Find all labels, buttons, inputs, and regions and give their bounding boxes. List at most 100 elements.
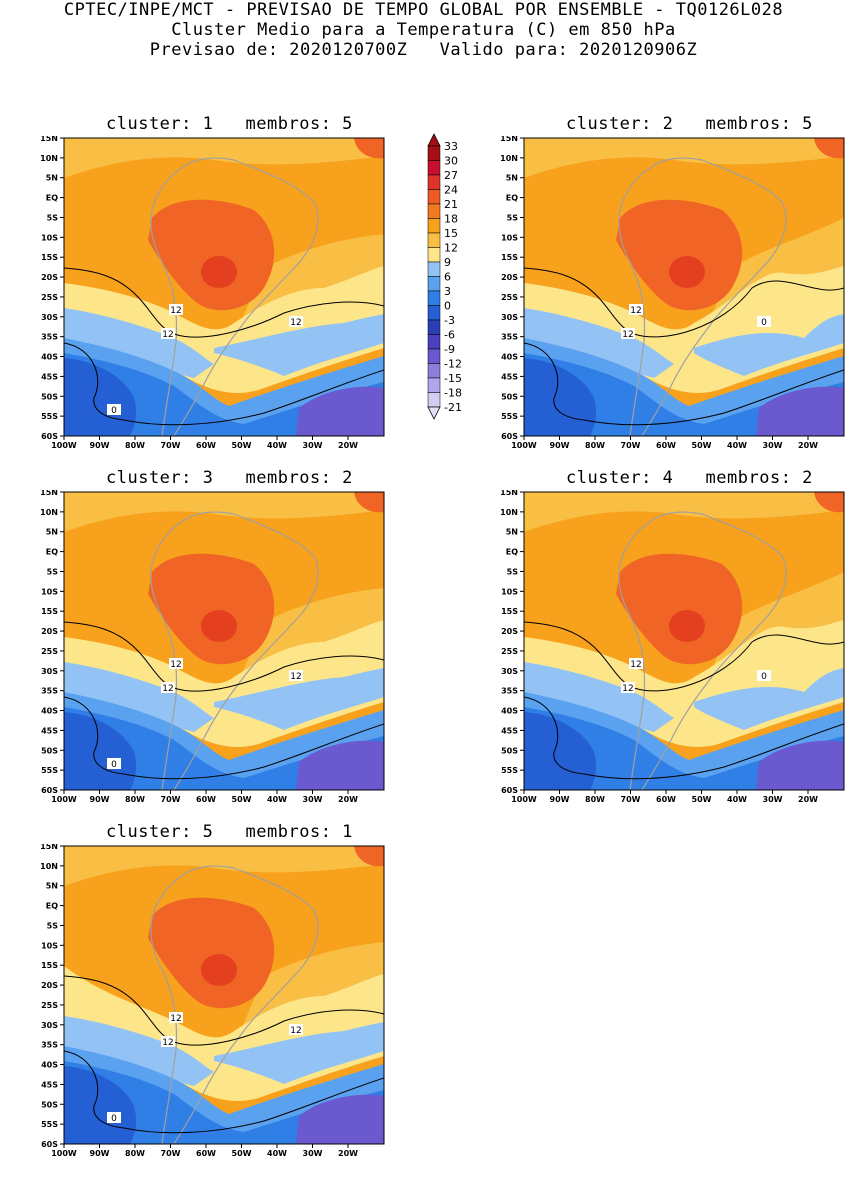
lon-label: 50W [232, 441, 252, 450]
field-red-orange [814, 492, 844, 513]
panel-title: cluster: 3 membros: 2 [106, 468, 353, 488]
svg-text:12: 12 [290, 318, 301, 328]
svg-text:12: 12 [162, 684, 173, 694]
field-deep-blue [524, 712, 597, 790]
svg-text:12: 12 [630, 660, 641, 670]
field-purple [296, 1094, 384, 1144]
contour-0 [524, 696, 844, 780]
field-red-orange [354, 492, 384, 513]
legend-label: -18 [444, 387, 462, 400]
lat-label: 40S [501, 353, 518, 362]
contour-label: 12 [169, 1012, 183, 1024]
lat-label: 5S [507, 567, 519, 576]
field-light-blue [214, 1022, 384, 1084]
contour-label: 12 [629, 304, 643, 316]
lat-label: 15S [501, 253, 518, 262]
svg-text:12: 12 [622, 330, 633, 340]
field-purple [756, 740, 844, 790]
lat-label: 60S [41, 786, 58, 795]
lat-label: 30S [41, 313, 58, 322]
contour-label: 0 [107, 758, 121, 770]
panel-title: cluster: 5 membros: 1 [106, 822, 353, 842]
lat-label: 15S [41, 607, 58, 616]
lat-label: 15N [40, 490, 58, 497]
lat-label: EQ [46, 194, 58, 203]
lat-label: 10S [41, 941, 58, 950]
legend-swatch [427, 218, 441, 234]
legend-label: 30 [444, 155, 458, 168]
plot-frame [63, 137, 385, 437]
legend-swatch [427, 232, 441, 248]
legend-label: 33 [444, 140, 458, 153]
lon-label: 90W [90, 441, 110, 450]
lon-label: 30W [303, 441, 323, 450]
lat-label: 10S [41, 233, 58, 242]
lat-label: 15S [501, 607, 518, 616]
lat-label: 50S [41, 1100, 58, 1109]
legend-swatch [427, 305, 441, 321]
legend-swatch [427, 261, 441, 277]
lat-label: 5N [46, 882, 58, 891]
lat-label: 40S [501, 707, 518, 716]
svg-text:12: 12 [162, 1038, 173, 1048]
lat-label: 5N [46, 174, 58, 183]
lat-label: 10N [40, 154, 58, 163]
field-light-blue [214, 668, 384, 730]
temperature-map: 12 12 12 0 15N 10N 5N EQ 5S 10S 15S 20S 25S 30S 35S 40S… [40, 136, 385, 450]
plot-frame [523, 137, 845, 437]
lon-label: 90W [550, 441, 570, 450]
lat-label: 25S [501, 293, 518, 302]
contour-label: 0 [107, 1112, 121, 1124]
legend-swatch [427, 348, 441, 364]
legend-swatch [427, 145, 441, 161]
lon-label: 90W [550, 795, 570, 804]
field-red-orange [148, 199, 275, 311]
contour-label: 12 [161, 1036, 175, 1048]
panel-title: cluster: 2 membros: 5 [566, 114, 813, 134]
contour-12 [64, 975, 384, 1046]
svg-text:12: 12 [170, 660, 181, 670]
lat-label: 50S [41, 392, 58, 401]
coastline [150, 157, 319, 436]
header-line-3: Previsao de: 2020120700Z Valido para: 20… [149, 40, 698, 60]
legend-label: 6 [444, 271, 451, 284]
field-hot-red [669, 256, 705, 288]
lat-label: 35S [501, 687, 518, 696]
lon-label: 80W [125, 1149, 145, 1158]
contour-label: 0 [757, 316, 771, 328]
lat-label: 15N [40, 136, 58, 143]
lat-label: 10N [500, 154, 518, 163]
lat-label: 35S [41, 1041, 58, 1050]
legend-swatch [427, 377, 441, 393]
lat-label: 45S [501, 726, 518, 735]
lon-label: 100W [511, 795, 537, 804]
legend-label: 27 [444, 169, 458, 182]
legend-label: 24 [444, 184, 458, 197]
header-line-2: Cluster Medio para a Temperatura (C) em … [171, 20, 676, 40]
contour-0 [64, 696, 384, 780]
lat-label: 15N [500, 136, 518, 143]
temperature-map: 12 12 12 0 15N 10N 5N EQ 5S 10S 15S 20S 25S 30S 35S 40S… [40, 844, 385, 1158]
legend-label: 18 [444, 213, 458, 226]
lon-label: 50W [692, 795, 712, 804]
field-purple [296, 386, 384, 436]
contour-12 [64, 621, 384, 692]
lon-label: 40W [267, 441, 287, 450]
lat-label: 40S [41, 707, 58, 716]
lat-label: 5S [47, 921, 59, 930]
contour-label: 12 [621, 682, 635, 694]
legend-label: -12 [444, 358, 462, 371]
lat-label: 15S [41, 961, 58, 970]
lat-label: 35S [41, 687, 58, 696]
lon-label: 80W [585, 795, 605, 804]
lat-label: 45S [41, 1080, 58, 1089]
legend-arrow-top [427, 133, 441, 147]
contour-label: 0 [107, 404, 121, 416]
field-deep-blue [524, 358, 597, 436]
lat-label: 45S [41, 372, 58, 381]
lat-label: 25S [501, 647, 518, 656]
field-red-orange [814, 138, 844, 159]
legend-swatch [427, 363, 441, 379]
lat-label: 25S [41, 647, 58, 656]
lon-label: 60W [656, 795, 676, 804]
